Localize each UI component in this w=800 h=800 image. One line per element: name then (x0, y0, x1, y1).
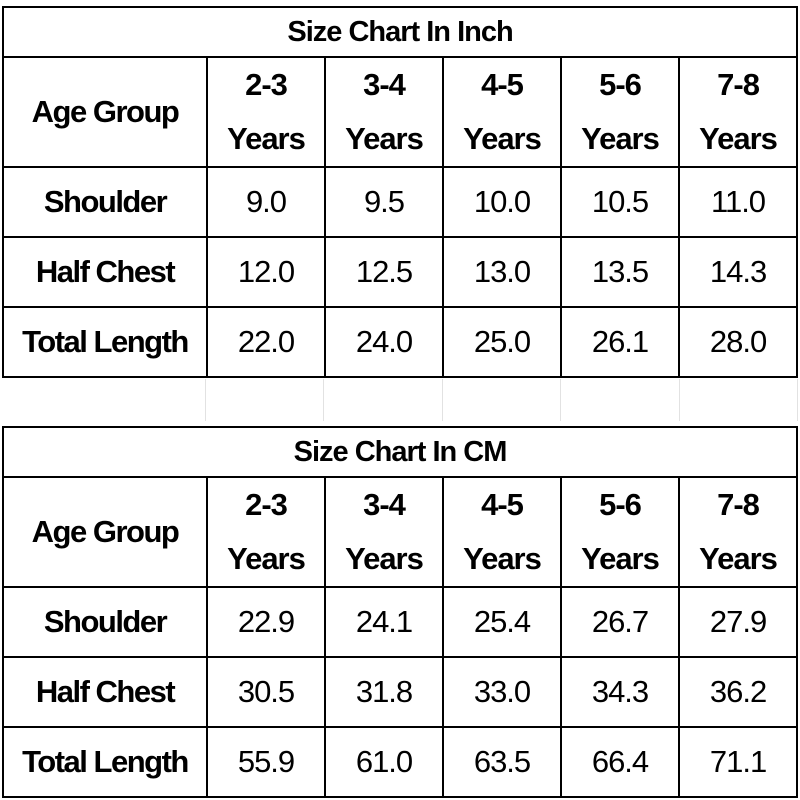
table-cell: 10.0 (442, 166, 562, 238)
table-title-row: Size Chart In Inch (1, 6, 799, 58)
age-group-header: 2-3 Years (206, 56, 326, 168)
spacer-cell (324, 379, 443, 421)
table-cell: 22.9 (206, 586, 326, 658)
age-unit: Years (463, 121, 542, 156)
age-unit: Years (227, 541, 306, 576)
table-row-total-length: Total Length 22.0 24.0 25.0 26.1 28.0 (2, 306, 799, 378)
age-unit: Years (463, 541, 542, 576)
age-group-header: 3-4 Years (324, 56, 444, 168)
table-cell: 9.5 (324, 166, 444, 238)
table-cell: 34.3 (560, 656, 680, 728)
age-group-header: 7-8 Years (677, 56, 799, 168)
row-label: Total Length (2, 726, 208, 798)
table-row-half-chest: Half Chest 30.5 31.8 33.0 34.3 36.2 (2, 656, 799, 728)
row-label: Half Chest (2, 236, 208, 308)
age-range: 3-4 (363, 487, 406, 522)
spacer-cell (680, 379, 798, 421)
table-cell: 24.1 (324, 586, 444, 658)
age-unit: Years (345, 541, 424, 576)
table-cell: 28.0 (677, 306, 799, 378)
table-cell: 36.2 (677, 656, 799, 728)
table-cell: 13.0 (442, 236, 562, 308)
table-cell: 13.5 (560, 236, 680, 308)
table-title-row: Size Chart In CM (1, 426, 799, 478)
table-title: Size Chart In CM (1, 426, 799, 478)
age-group-header: 5-6 Years (560, 56, 680, 168)
spacer-cell (0, 379, 206, 421)
age-unit: Years (581, 121, 660, 156)
table-cell: 30.5 (206, 656, 326, 728)
row-label: Half Chest (2, 656, 208, 728)
age-group-header: 7-8 Years (677, 476, 799, 588)
table-cell: 12.0 (206, 236, 326, 308)
table-cell: 26.7 (560, 586, 680, 658)
table-title: Size Chart In Inch (1, 6, 799, 58)
table-row-half-chest: Half Chest 12.0 12.5 13.0 13.5 14.3 (2, 236, 799, 308)
age-range: 2-3 (245, 487, 288, 522)
table-row-shoulder: Shoulder 22.9 24.1 25.4 26.7 27.9 (2, 586, 799, 658)
table-cell: 61.0 (324, 726, 444, 798)
age-range: 3-4 (363, 67, 406, 102)
table-cell: 27.9 (677, 586, 799, 658)
table-cell: 12.5 (324, 236, 444, 308)
table-cell: 71.1 (677, 726, 799, 798)
age-range: 4-5 (481, 487, 524, 522)
table-cell: 22.0 (206, 306, 326, 378)
age-unit: Years (699, 541, 778, 576)
age-group-header: 5-6 Years (560, 476, 680, 588)
age-unit: Years (581, 541, 660, 576)
table-cell: 11.0 (677, 166, 799, 238)
table-cell: 9.0 (206, 166, 326, 238)
table-cell: 24.0 (324, 306, 444, 378)
age-range: 2-3 (245, 67, 288, 102)
age-range: 7-8 (717, 67, 760, 102)
age-range: 5-6 (599, 487, 642, 522)
age-range: 7-8 (717, 487, 760, 522)
age-unit: Years (699, 121, 778, 156)
age-unit: Years (345, 121, 424, 156)
table-cell: 63.5 (442, 726, 562, 798)
size-chart-inch-table: Size Chart In Inch Age Group 2-3 Years 3-… (1, 6, 799, 378)
age-range: 5-6 (599, 67, 642, 102)
size-chart-cm-table: Size Chart In CM Age Group 2-3 Years 3-4 Y… (1, 426, 799, 798)
header-label: Age Group (2, 56, 208, 168)
table-cell: 25.4 (442, 586, 562, 658)
age-range: 4-5 (481, 67, 524, 102)
age-group-header: 3-4 Years (324, 476, 444, 588)
spacer-cell (206, 379, 325, 421)
table-row-shoulder: Shoulder 9.0 9.5 10.0 10.5 11.0 (2, 166, 799, 238)
age-group-header: 4-5 Years (442, 56, 562, 168)
age-unit: Years (227, 121, 306, 156)
age-group-header: 2-3 Years (206, 476, 326, 588)
table-cell: 26.1 (560, 306, 680, 378)
row-label: Shoulder (2, 166, 208, 238)
table-row-total-length: Total Length 55.9 61.0 63.5 66.4 71.1 (2, 726, 799, 798)
table-cell: 25.0 (442, 306, 562, 378)
table-cell: 33.0 (442, 656, 562, 728)
header-row: Age Group 2-3 Years 3-4 Years 4-5 Years 5-6… (2, 476, 799, 588)
row-label: Shoulder (2, 586, 208, 658)
row-label: Total Length (2, 306, 208, 378)
spacer-gridlines (0, 379, 800, 421)
age-group-header: 4-5 Years (442, 476, 562, 588)
spacer-cell (443, 379, 562, 421)
header-row: Age Group 2-3 Years 3-4 Years 4-5 Years 5-6… (2, 56, 799, 168)
header-label: Age Group (2, 476, 208, 588)
table-cell: 66.4 (560, 726, 680, 798)
table-cell: 55.9 (206, 726, 326, 798)
table-cell: 10.5 (560, 166, 680, 238)
table-cell: 14.3 (677, 236, 799, 308)
spacer-cell (561, 379, 680, 421)
table-cell: 31.8 (324, 656, 444, 728)
